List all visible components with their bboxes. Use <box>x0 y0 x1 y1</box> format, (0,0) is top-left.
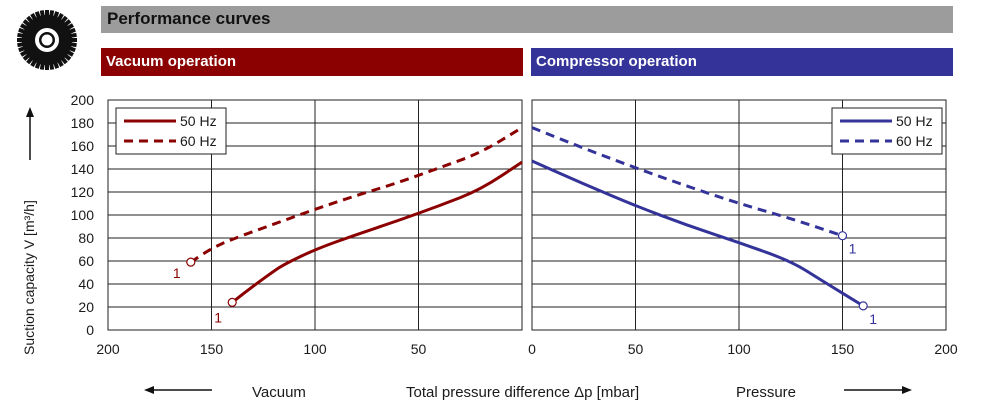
y-tick-label: 40 <box>78 276 94 292</box>
compressor-section-title: Compressor operation <box>536 53 697 70</box>
right-arrow-icon <box>844 386 912 394</box>
pressure-direction-label: Pressure <box>736 384 797 401</box>
compressor-x-tick-label: 150 <box>831 341 855 357</box>
compressor-legend-label: 60 Hz <box>896 133 933 149</box>
compressor-section-header: Compressor operation <box>531 48 953 76</box>
y-tick-label: 80 <box>78 230 94 246</box>
y-tick-label: 160 <box>71 138 95 154</box>
vacuum-x-tick-label: 150 <box>200 341 224 357</box>
compressor-legend-box <box>831 107 943 155</box>
vacuum-x-tick-label: 100 <box>303 341 327 357</box>
y-tick-label: 140 <box>71 161 95 177</box>
gear-tooth <box>45 10 49 18</box>
compressor-x-tick-label: 50 <box>628 341 644 357</box>
y-axis-title-wrap: Suction capacity V [m³/h] <box>17 105 43 355</box>
compressor-legend-label: 50 Hz <box>896 113 933 129</box>
y-tick-label: 0 <box>86 322 94 338</box>
vacuum-x-tick-label: 50 <box>411 341 427 357</box>
y-tick-label: 60 <box>78 253 94 269</box>
vacuum-x-tick-label: 200 <box>96 341 120 357</box>
vacuum-series-50hz-line <box>231 160 523 304</box>
left-arrow-icon <box>144 386 212 394</box>
vacuum-legend-box <box>115 107 227 155</box>
compressor-series-50hz-line <box>531 159 864 308</box>
vacuum-direction-label: Vacuum <box>252 384 306 401</box>
vacuum-legend-label: 50 Hz <box>180 113 217 129</box>
page-title: Performance curves <box>107 9 271 28</box>
compressor-series-60hz-line <box>531 126 843 238</box>
gear-tooth <box>45 62 49 70</box>
compressor-x-tick-label: 100 <box>727 341 751 357</box>
gear-icon <box>17 10 77 70</box>
compressor-endpoint-label: 1 <box>869 311 877 327</box>
vacuum-series-60hz-line <box>189 126 523 264</box>
x-axis-title: Total pressure difference Δp [mbar] <box>406 384 640 401</box>
vacuum-section-title: Vacuum operation <box>106 53 237 70</box>
compressor-endpoint-marker <box>837 231 848 241</box>
compressor-x-tick-label: 0 <box>528 341 536 357</box>
title-banner: Performance curves <box>101 6 953 33</box>
y-tick-label: 180 <box>71 115 95 131</box>
compressor-endpoint-marker <box>858 301 868 311</box>
up-arrow-icon <box>26 107 34 117</box>
vacuum-endpoint-marker <box>227 297 237 307</box>
vacuum-endpoint-label: 1 <box>214 309 222 325</box>
vacuum-legend-label: 60 Hz <box>180 133 217 149</box>
y-axis-title: Suction capacity V [m³/h] <box>21 200 37 355</box>
vacuum-endpoint-label: 1 <box>173 265 181 281</box>
vacuum-endpoint-marker <box>186 257 196 267</box>
y-tick-label: 200 <box>71 92 95 108</box>
y-axis-title-svg: Suction capacity V [m³/h] <box>21 107 37 355</box>
vacuum-section-header: Vacuum operation <box>101 48 523 76</box>
compressor-endpoint-label: 1 <box>849 241 857 257</box>
compressor-x-tick-label: 200 <box>934 341 958 357</box>
y-tick-label: 120 <box>71 184 95 200</box>
y-tick-label: 100 <box>71 207 95 223</box>
y-tick-label: 20 <box>78 299 94 315</box>
